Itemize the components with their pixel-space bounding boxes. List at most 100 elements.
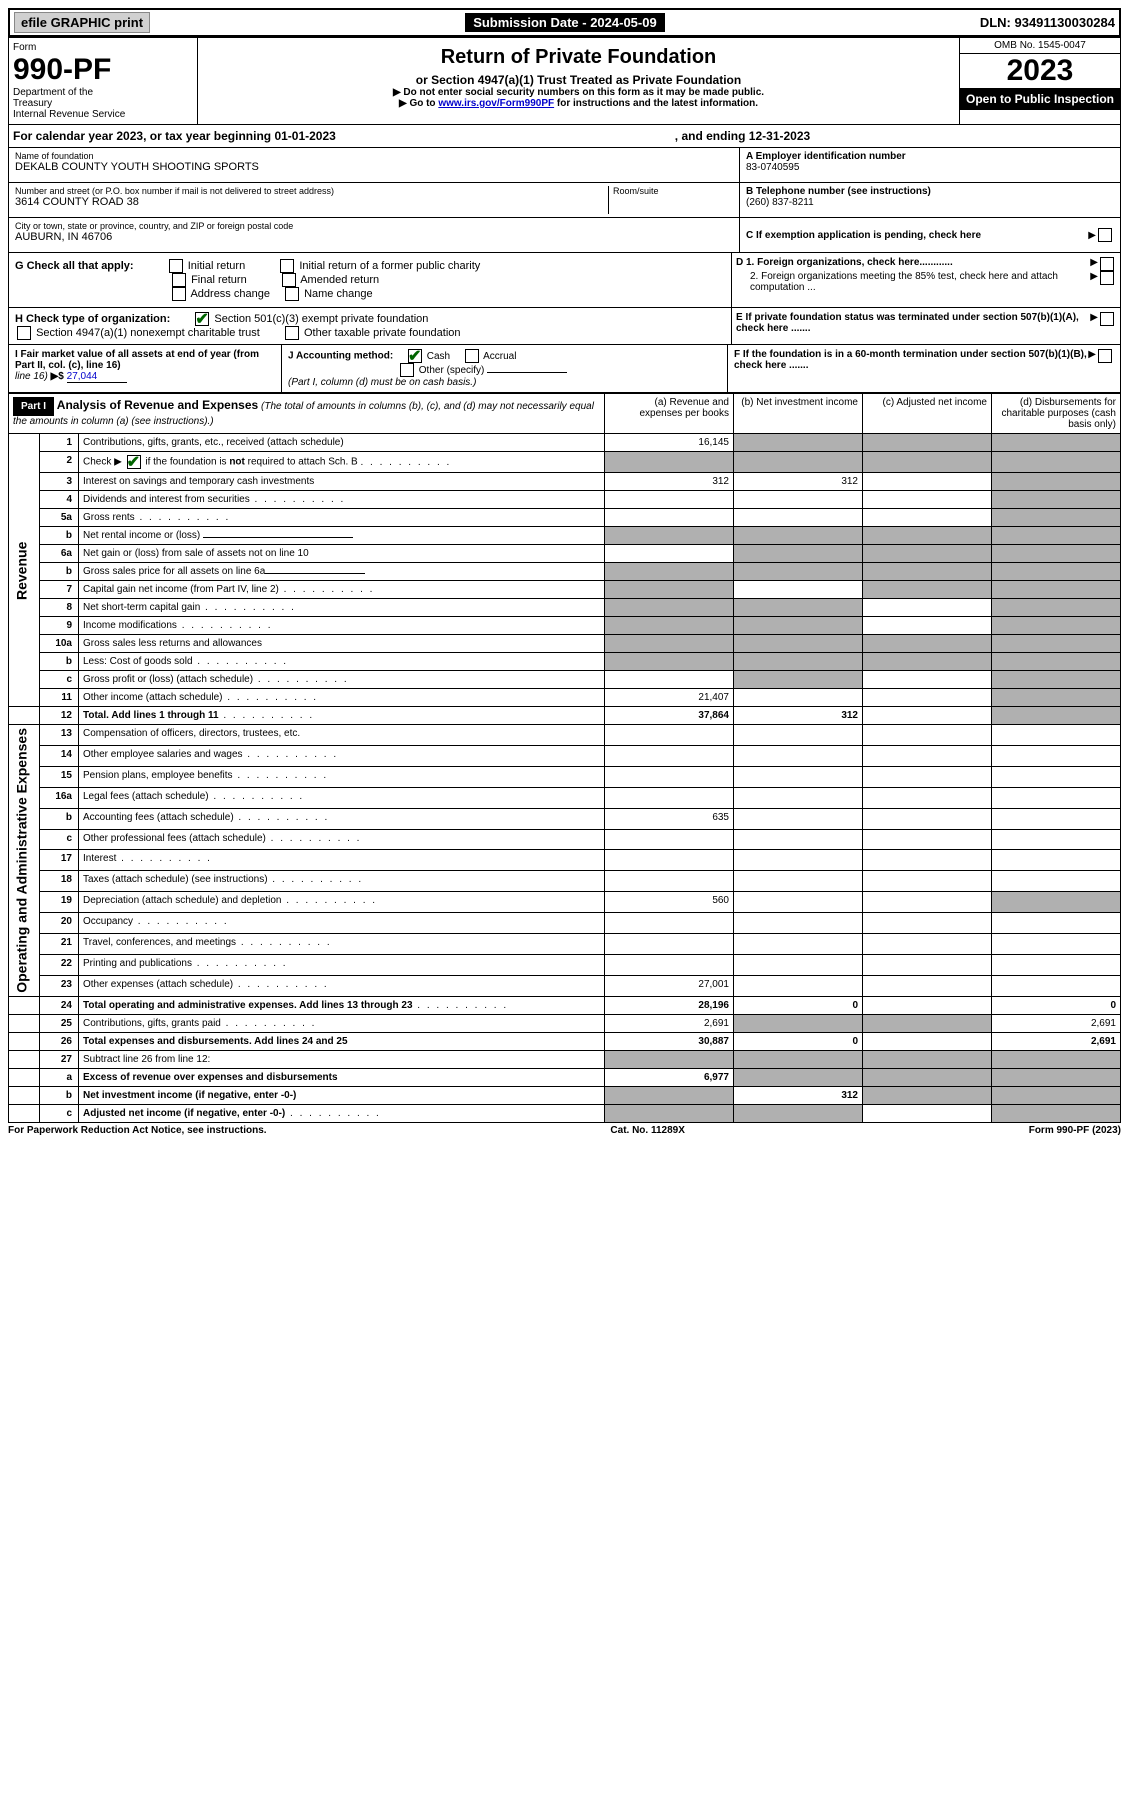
g-d-row: G Check all that apply: Initial return I… xyxy=(8,253,1121,308)
ld: Occupancy xyxy=(79,913,605,934)
ld: Other professional fees (attach schedule… xyxy=(79,829,605,850)
f-checkbox[interactable] xyxy=(1098,349,1112,363)
ln: 17 xyxy=(40,850,79,871)
line-9: 9Income modifications xyxy=(9,617,1121,635)
omb-number: OMB No. 1545-0047 xyxy=(960,38,1120,54)
h-e-row: H Check type of organization: Section 50… xyxy=(8,308,1121,345)
cal-year-end: , and ending 12-31-2023 xyxy=(675,129,810,143)
revenue-side-label: Revenue xyxy=(9,434,40,707)
ln: 9 xyxy=(40,617,79,635)
ln: b xyxy=(40,808,79,829)
line-27b: bNet investment income (if negative, ent… xyxy=(9,1086,1121,1104)
line-12: 12Total. Add lines 1 through 1137,864312 xyxy=(9,707,1121,725)
ld: Contributions, gifts, grants paid xyxy=(79,1014,605,1032)
form-990pf: efile GRAPHIC print Submission Date - 20… xyxy=(8,8,1121,1136)
e-checkbox[interactable] xyxy=(1100,312,1114,326)
phone: (260) 837-8211 xyxy=(746,197,1114,208)
d2-checkbox[interactable] xyxy=(1100,271,1114,285)
form-label: Form xyxy=(13,42,193,53)
col-b-header: (b) Net investment income xyxy=(734,394,863,434)
submission-date: Submission Date - 2024-05-09 xyxy=(465,13,665,32)
phone-label: B Telephone number (see instructions) xyxy=(746,186,1114,197)
ln: 12 xyxy=(40,707,79,725)
ld: Total expenses and disbursements. Add li… xyxy=(79,1032,605,1050)
arrow-icon: ▶ xyxy=(1090,312,1098,340)
ln: 11 xyxy=(40,689,79,707)
ln: 20 xyxy=(40,913,79,934)
g-initial-former-checkbox[interactable] xyxy=(280,259,294,273)
line-17: 17Interest xyxy=(9,850,1121,871)
line-25: 25Contributions, gifts, grants paid2,691… xyxy=(9,1014,1121,1032)
ld: Total. Add lines 1 through 11 xyxy=(79,707,605,725)
lb: 312 xyxy=(734,473,863,491)
line-18: 18Taxes (attach schedule) (see instructi… xyxy=(9,871,1121,892)
efile-print-button[interactable]: efile GRAPHIC print xyxy=(14,12,150,33)
ln: 6a xyxy=(40,545,79,563)
la: 30,887 xyxy=(605,1032,734,1050)
lb: 0 xyxy=(734,996,863,1014)
line-27: 27Subtract line 26 from line 12: xyxy=(9,1050,1121,1068)
foundation-name-cell: Name of foundation DEKALB COUNTY YOUTH S… xyxy=(9,148,739,183)
ld: Contributions, gifts, grants, etc., rece… xyxy=(79,434,605,452)
h-opt1: Section 501(c)(3) exempt private foundat… xyxy=(214,313,428,325)
g-final-checkbox[interactable] xyxy=(172,273,186,287)
ln: 1 xyxy=(40,434,79,452)
arrow-icon: ▶ xyxy=(1090,271,1098,293)
g-name-checkbox[interactable] xyxy=(285,287,299,301)
open-inspection: Open to Public Inspection xyxy=(960,88,1120,110)
g-opt1: Initial return of a former public charit… xyxy=(299,260,480,272)
g-opt4: Address change xyxy=(190,288,270,300)
ln: b xyxy=(40,653,79,671)
line-6a: 6aNet gain or (loss) from sale of assets… xyxy=(9,545,1121,563)
la: 2,691 xyxy=(605,1014,734,1032)
ln: 10a xyxy=(40,635,79,653)
footer-mid: Cat. No. 11289X xyxy=(610,1125,684,1136)
arrow-icon: ▶$ xyxy=(51,371,64,382)
header-right: OMB No. 1545-0047 2023 Open to Public In… xyxy=(959,38,1120,124)
ld: Other expenses (attach schedule) xyxy=(79,975,605,996)
i-value: 27,044 xyxy=(67,371,127,383)
info-left: Name of foundation DEKALB COUNTY YOUTH S… xyxy=(9,148,739,252)
ln: b xyxy=(40,527,79,545)
col-d-header: (d) Disbursements for charitable purpose… xyxy=(992,394,1121,434)
d1-checkbox[interactable] xyxy=(1100,257,1114,271)
h-other-checkbox[interactable] xyxy=(285,326,299,340)
g-initial-checkbox[interactable] xyxy=(169,259,183,273)
line-19: 19Depreciation (attach schedule) and dep… xyxy=(9,892,1121,913)
g-amended-checkbox[interactable] xyxy=(282,273,296,287)
irs-link[interactable]: www.irs.gov/Form990PF xyxy=(438,98,554,109)
info-grid: Name of foundation DEKALB COUNTY YOUTH S… xyxy=(8,148,1121,253)
ld: Other employee salaries and wages xyxy=(79,745,605,766)
ld: Net short-term capital gain xyxy=(79,599,605,617)
h-501c3-checkbox[interactable] xyxy=(195,312,209,326)
city-label: City or town, state or province, country… xyxy=(15,221,733,231)
g-address-checkbox[interactable] xyxy=(172,287,186,301)
line-24: 24Total operating and administrative exp… xyxy=(9,996,1121,1014)
i-j-f-row: I Fair market value of all assets at end… xyxy=(8,345,1121,393)
h-4947-checkbox[interactable] xyxy=(17,326,31,340)
g-opt2: Final return xyxy=(191,274,247,286)
ld: Travel, conferences, and meetings xyxy=(79,934,605,955)
ld: Depreciation (attach schedule) and deple… xyxy=(79,892,605,913)
ln: 5a xyxy=(40,509,79,527)
j-cash-checkbox[interactable] xyxy=(408,349,422,363)
col-c-header: (c) Adjusted net income xyxy=(863,394,992,434)
j-other-checkbox[interactable] xyxy=(400,363,414,377)
j-accrual-checkbox[interactable] xyxy=(465,349,479,363)
arrow-icon: ▶ xyxy=(1088,230,1096,241)
ld: Less: Cost of goods sold xyxy=(79,653,605,671)
la: 560 xyxy=(605,892,734,913)
ld: Taxes (attach schedule) (see instruction… xyxy=(79,871,605,892)
city: AUBURN, IN 46706 xyxy=(15,231,733,243)
room-label: Room/suite xyxy=(613,186,733,196)
ln: b xyxy=(40,563,79,581)
line-5a: 5aGross rents xyxy=(9,509,1121,527)
header-left: Form 990-PF Department of theTreasuryInt… xyxy=(9,38,198,124)
ln: 19 xyxy=(40,892,79,913)
form-header: Form 990-PF Department of theTreasuryInt… xyxy=(8,37,1121,125)
j-cash: Cash xyxy=(427,351,450,362)
c-checkbox[interactable] xyxy=(1098,228,1112,242)
schb-checkbox[interactable] xyxy=(127,455,141,469)
instr-2: ▶ Go to www.irs.gov/Form990PF for instru… xyxy=(202,98,955,109)
ln: 14 xyxy=(40,745,79,766)
